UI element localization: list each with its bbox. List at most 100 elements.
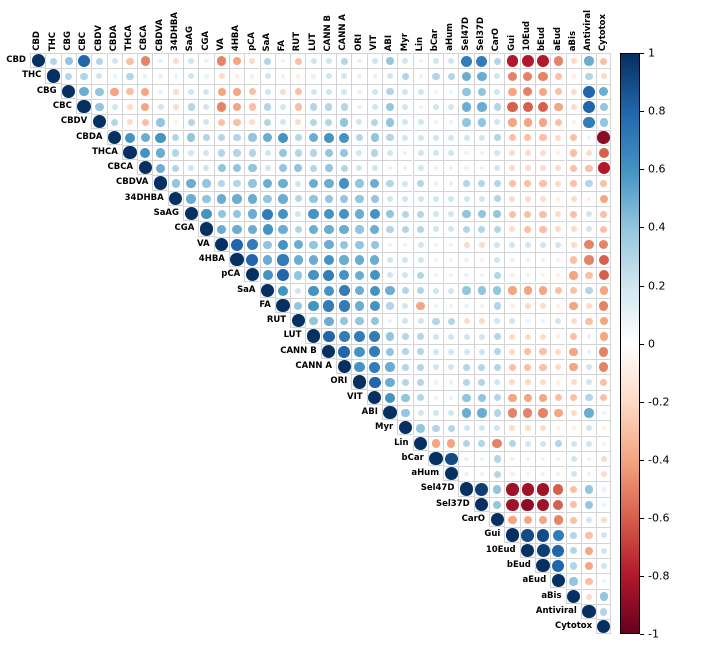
corr-cell: [580, 144, 597, 161]
corr-cell: [305, 190, 321, 206]
corr-cell: [412, 175, 428, 191]
corr-circle: [184, 207, 198, 221]
corr-circle: [385, 362, 395, 372]
corr-cell: [228, 53, 245, 69]
colorbar-tick: [640, 459, 644, 461]
col-label: LUT: [305, 0, 320, 51]
corr-cell: [60, 68, 76, 84]
row-label: Sel47D: [420, 483, 455, 494]
corr-cell: [504, 435, 520, 451]
corr-circle: [324, 148, 334, 158]
corr-cell: [489, 297, 505, 314]
corr-circle: [585, 271, 593, 279]
corr-circle: [556, 456, 561, 462]
corr-circle: [230, 252, 244, 267]
corr-circle: [401, 72, 409, 81]
corr-cell: [397, 68, 413, 84]
corr-cell: [504, 328, 520, 344]
corr-cell: [427, 221, 444, 237]
corr-circle: [571, 426, 576, 431]
corr-circle: [478, 318, 485, 325]
corr-cell: [504, 251, 520, 268]
corr-cell: [320, 98, 336, 115]
corr-cell: [580, 527, 597, 543]
corr-circle: [462, 179, 471, 188]
col-label: Sel47D: [458, 0, 473, 51]
col-label: Gui: [504, 0, 519, 51]
corr-cell: [519, 206, 535, 222]
corr-circle: [522, 101, 533, 113]
corr-circle: [401, 393, 410, 402]
corr-circle: [337, 360, 351, 374]
corr-cell: [489, 251, 505, 268]
corr-circle: [570, 241, 577, 248]
corr-cell: [91, 68, 107, 84]
corr-cell: [381, 175, 398, 191]
row-label: SaA: [237, 284, 256, 295]
corr-cell: [366, 267, 382, 283]
corr-cell: [550, 527, 566, 543]
corr-cell: [274, 53, 291, 69]
corr-circle: [510, 456, 515, 462]
corr-cell: [259, 251, 275, 268]
corr-circle: [554, 88, 562, 96]
corr-circle: [506, 498, 519, 511]
corr-cell: [427, 435, 444, 451]
corr-circle: [417, 210, 425, 218]
corr-circle: [339, 255, 349, 265]
corr-cell: [458, 236, 474, 252]
corr-circle: [571, 74, 576, 79]
corr-cell: [366, 297, 382, 314]
corr-circle: [582, 604, 596, 619]
corr-cell: [397, 267, 413, 283]
corr-cell: [213, 160, 229, 176]
corr-cell: [504, 359, 520, 375]
corr-cell: [366, 114, 382, 130]
row-label: Antiviral: [535, 605, 577, 616]
corr-cell: [244, 175, 260, 191]
corr-cell: [458, 175, 474, 191]
corr-circle: [600, 394, 608, 402]
corr-circle: [231, 238, 243, 251]
corr-circle: [64, 56, 73, 66]
corr-cell: [366, 236, 382, 252]
corr-cell: [504, 282, 520, 298]
corr-circle: [339, 224, 349, 235]
corr-circle: [296, 74, 301, 79]
corr-cell: [412, 404, 428, 421]
corr-cell: [381, 83, 398, 99]
row-label: 34DHBA: [124, 192, 164, 203]
corr-cell: [427, 359, 444, 375]
corr-cell: [565, 343, 581, 359]
corr-circle: [538, 408, 548, 418]
corr-circle: [111, 118, 119, 126]
col-label-text: 4HBA: [231, 24, 242, 51]
corr-cell: [259, 53, 275, 69]
corr-cell: [336, 144, 352, 161]
corr-circle: [262, 178, 273, 189]
corr-circle: [387, 319, 393, 324]
corr-cell: [45, 68, 61, 84]
corr-cell: [290, 175, 306, 191]
corr-circle: [264, 57, 272, 65]
corr-cell: [596, 450, 612, 467]
corr-circle: [417, 363, 425, 371]
corr-circle: [462, 209, 471, 219]
corr-cell: [198, 83, 214, 99]
corr-cell: [489, 359, 505, 375]
corr-cell: [259, 267, 275, 283]
corr-cell: [458, 144, 474, 161]
corr-cell: [519, 466, 535, 482]
corr-cell: [504, 297, 520, 314]
corr-circle: [570, 195, 577, 202]
corr-cell: [244, 251, 260, 268]
corr-circle: [538, 393, 548, 402]
corr-circle: [95, 57, 103, 65]
corr-cell: [550, 512, 566, 528]
corr-cell: [443, 297, 459, 314]
corr-cell: [458, 129, 474, 145]
corr-circle: [217, 102, 227, 112]
corr-cell: [443, 160, 459, 176]
corr-cell: [550, 251, 566, 268]
corr-cell: [580, 573, 597, 589]
